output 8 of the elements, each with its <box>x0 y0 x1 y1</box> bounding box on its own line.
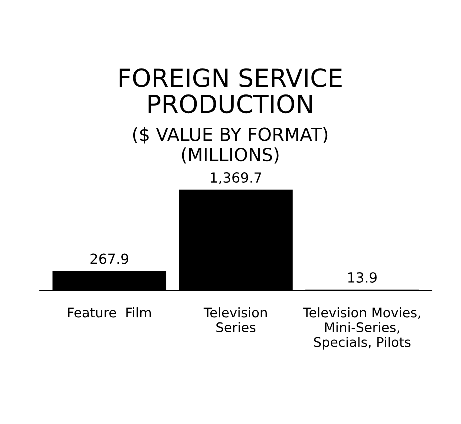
data-label: 1,369.7 <box>211 172 262 184</box>
data-label: 267.9 <box>90 254 129 264</box>
x-tick-label: Television Series <box>204 308 267 333</box>
x-tick-label: Television Movies, Mini-Series, Specials, Pilots <box>303 308 420 350</box>
chart-subtitle: ($ VALUE BY FORMAT) (MILLIONS) <box>133 127 328 164</box>
chart-title: FOREIGN SERVICE PRODUCTION <box>120 68 342 114</box>
x-tick-label: Feature Film <box>68 308 152 318</box>
data-label: 13.9 <box>348 272 377 283</box>
